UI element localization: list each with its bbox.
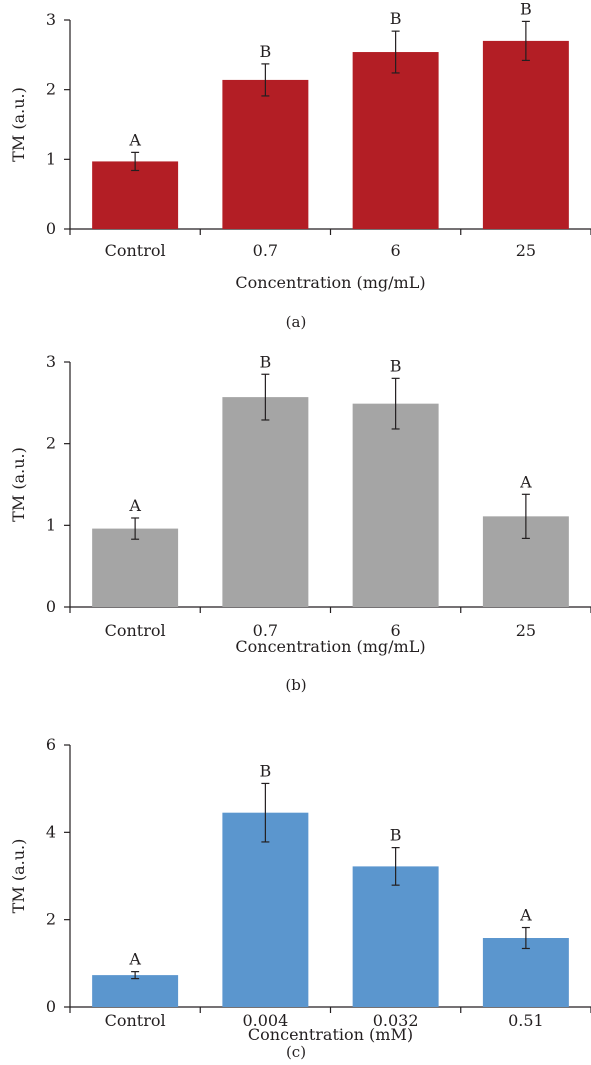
bar-a-0 — [92, 161, 179, 229]
significance-label-a-2: B — [390, 9, 402, 28]
y-tick-label-b: 2 — [46, 434, 56, 453]
x-tick-label-a-3: 25 — [516, 241, 536, 260]
panel-label-a: (a) — [286, 313, 307, 331]
bar-b-0 — [92, 528, 179, 607]
significance-label-c-2: B — [390, 826, 402, 845]
x-axis-label-a: Concentration (mg/mL) — [235, 273, 425, 292]
chart-panel-a: 0 1 2 3 A Control B 0.7 B 6 B 25 TM (a.u.) Concentrat… — [0, 0, 591, 345]
bar-a-1 — [222, 79, 309, 229]
panel-label-b: (b) — [285, 676, 306, 694]
panel-label-c: (c) — [286, 1043, 306, 1061]
x-axis-label-c: Concentration (mM) — [248, 1025, 413, 1044]
bar-a-2 — [352, 52, 439, 230]
bar-b-1 — [222, 397, 309, 607]
x-tick-label-b-2: 6 — [391, 621, 401, 640]
x-tick-label-a-1: 0.7 — [253, 241, 278, 260]
y-axis-label-a: TM (a.u.) — [9, 87, 28, 162]
chart-panel-b: 0 1 2 3 A Control B 0.7 B 6 A 25 TM (a.u.) Concentrat… — [0, 345, 591, 697]
y-tick-label-c: 2 — [46, 910, 56, 929]
y-tick-label-b: 3 — [46, 352, 56, 371]
significance-label-b-3: A — [519, 472, 532, 491]
significance-label-b-1: B — [259, 352, 271, 371]
y-tick-label-b: 1 — [46, 515, 56, 534]
significance-label-b-2: B — [390, 356, 402, 375]
y-axis-label-c: TM (a.u.) — [9, 839, 28, 914]
bar-c-3 — [482, 938, 569, 1007]
x-tick-label-b-0: Control — [105, 621, 166, 640]
significance-label-a-3: B — [520, 0, 532, 18]
significance-label-a-0: A — [128, 130, 141, 149]
y-tick-label-a: 0 — [46, 219, 56, 238]
x-tick-label-b-3: 25 — [516, 621, 536, 640]
y-tick-label-c: 0 — [46, 997, 56, 1016]
bar-c-1 — [222, 812, 309, 1007]
significance-label-c-3: A — [519, 906, 532, 925]
x-tick-label-b-1: 0.7 — [253, 621, 278, 640]
x-tick-label-c-1: 0.004 — [242, 1011, 288, 1030]
chart-panel-c: 0 2 4 6 A Control B 0.004 B 0.032 A 0.51 TM (a.u.) Co… — [0, 697, 591, 1065]
y-tick-label-c: 4 — [46, 822, 56, 841]
y-tick-label-a: 2 — [46, 80, 56, 99]
x-tick-label-c-2: 0.032 — [373, 1011, 419, 1030]
significance-label-a-1: B — [259, 42, 271, 61]
bar-c-2 — [352, 866, 439, 1007]
bar-chart-c: 0 2 4 6 A Control B 0.004 B 0.032 A 0.51 TM (a.u.) Co… — [9, 735, 591, 1061]
x-tick-label-c-3: 0.51 — [508, 1011, 544, 1030]
significance-label-c-0: A — [128, 950, 141, 969]
x-tick-label-c-0: Control — [105, 1011, 166, 1030]
y-tick-label-b: 0 — [46, 597, 56, 616]
x-axis-label-b: Concentration (mg/mL) — [235, 637, 425, 656]
bar-b-2 — [352, 403, 439, 607]
significance-label-b-0: A — [128, 496, 141, 515]
x-tick-label-a-2: 6 — [391, 241, 401, 260]
bar-chart-a: 0 1 2 3 A Control B 0.7 B 6 B 25 TM (a.u.) Concentrat… — [9, 0, 591, 331]
bar-chart-b: 0 1 2 3 A Control B 0.7 B 6 A 25 TM (a.u.) Concentrat… — [9, 352, 591, 694]
y-axis-label-b: TM (a.u.) — [9, 447, 28, 522]
y-tick-label-a: 3 — [46, 10, 56, 29]
y-tick-label-c: 6 — [46, 735, 56, 754]
significance-label-c-1: B — [259, 761, 271, 780]
bar-a-3 — [482, 40, 569, 230]
x-tick-label-a-0: Control — [105, 241, 166, 260]
bar-c-0 — [92, 975, 179, 1007]
y-tick-label-a: 1 — [46, 149, 56, 168]
